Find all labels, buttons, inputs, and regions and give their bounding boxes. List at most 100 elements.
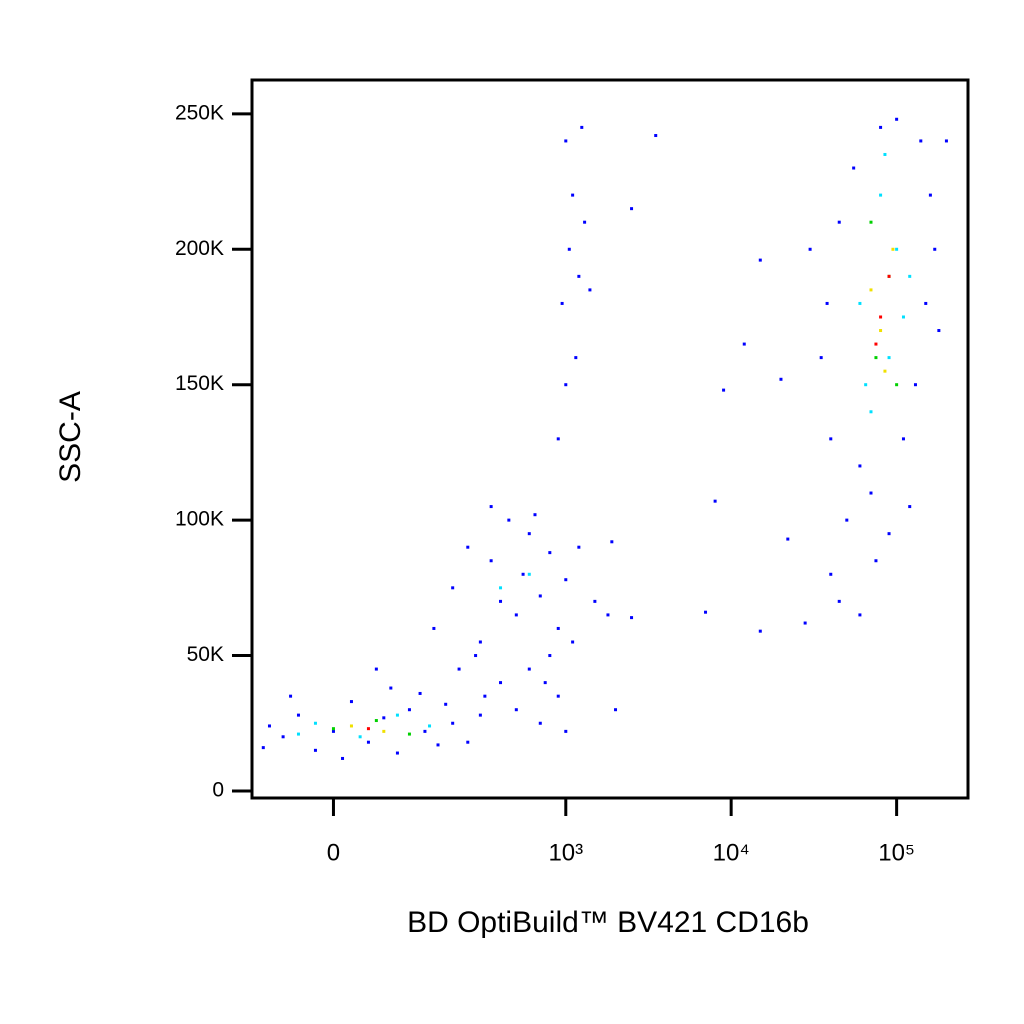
point	[389, 686, 393, 690]
point	[630, 616, 634, 620]
point	[928, 193, 932, 197]
point	[742, 342, 746, 346]
point	[289, 694, 293, 698]
point	[786, 537, 790, 541]
point	[382, 729, 386, 733]
point	[499, 681, 503, 685]
point	[514, 708, 518, 712]
point	[580, 125, 584, 129]
point	[489, 505, 493, 509]
point	[514, 613, 518, 617]
point	[895, 383, 899, 387]
point	[808, 247, 812, 251]
point	[722, 388, 726, 392]
point	[564, 578, 568, 582]
point	[937, 329, 941, 333]
point	[499, 599, 503, 603]
point	[858, 301, 862, 305]
point	[869, 288, 873, 292]
point	[418, 691, 422, 695]
point	[331, 727, 335, 731]
point	[908, 505, 912, 509]
point	[556, 437, 560, 441]
point	[887, 532, 891, 536]
point	[704, 610, 708, 614]
x-tick-label: 10⁴	[713, 839, 750, 866]
point	[845, 518, 849, 522]
point	[499, 586, 503, 590]
point	[883, 152, 887, 156]
point	[858, 464, 862, 468]
y-tick-label: 250K	[175, 101, 224, 124]
point	[779, 377, 783, 381]
point	[507, 518, 511, 522]
point	[606, 613, 610, 617]
point	[610, 540, 614, 544]
point	[829, 572, 833, 576]
point	[567, 247, 571, 251]
point	[428, 724, 432, 728]
point	[883, 369, 887, 373]
point	[874, 342, 878, 346]
point	[713, 499, 717, 503]
point	[261, 746, 265, 750]
point	[478, 640, 482, 644]
x-tick-label: 10⁵	[878, 839, 915, 866]
point	[527, 572, 531, 576]
point	[874, 559, 878, 563]
y-tick-label: 0	[212, 779, 224, 802]
point	[533, 513, 537, 517]
point	[825, 301, 829, 305]
point	[887, 356, 891, 360]
point	[895, 117, 899, 121]
point	[852, 166, 856, 170]
y-tick-label: 200K	[175, 237, 224, 260]
point	[869, 410, 873, 414]
point	[858, 613, 862, 617]
point	[901, 315, 905, 319]
point	[366, 727, 370, 731]
point	[358, 735, 362, 739]
point	[374, 667, 378, 671]
point	[538, 721, 542, 725]
x-tick-label: 0	[327, 839, 340, 866]
point	[466, 740, 470, 744]
point	[478, 713, 482, 717]
point	[887, 274, 891, 278]
point	[654, 134, 658, 138]
y-tick-label: 100K	[175, 508, 224, 531]
x-tick-label: 10³	[548, 839, 583, 866]
point	[374, 719, 378, 723]
point	[829, 437, 833, 441]
point	[577, 274, 581, 278]
point	[527, 532, 531, 536]
point	[423, 729, 427, 733]
point	[407, 732, 411, 736]
point	[919, 139, 923, 143]
point	[837, 220, 841, 224]
point	[574, 356, 578, 360]
point	[366, 740, 370, 744]
point	[349, 700, 353, 704]
point	[913, 383, 917, 387]
point	[457, 667, 461, 671]
y-tick-label: 150K	[175, 372, 224, 395]
point	[349, 724, 353, 728]
point	[432, 626, 436, 630]
point	[874, 356, 878, 360]
point	[571, 640, 575, 644]
point	[521, 572, 525, 576]
point	[593, 599, 597, 603]
point	[630, 207, 634, 211]
y-tick-label: 50K	[187, 643, 224, 666]
plot-frame	[250, 78, 970, 800]
point	[564, 729, 568, 733]
point	[267, 724, 271, 728]
point	[869, 220, 873, 224]
point	[527, 667, 531, 671]
point	[556, 694, 560, 698]
point	[395, 713, 399, 717]
point	[556, 626, 560, 630]
point	[341, 756, 345, 760]
